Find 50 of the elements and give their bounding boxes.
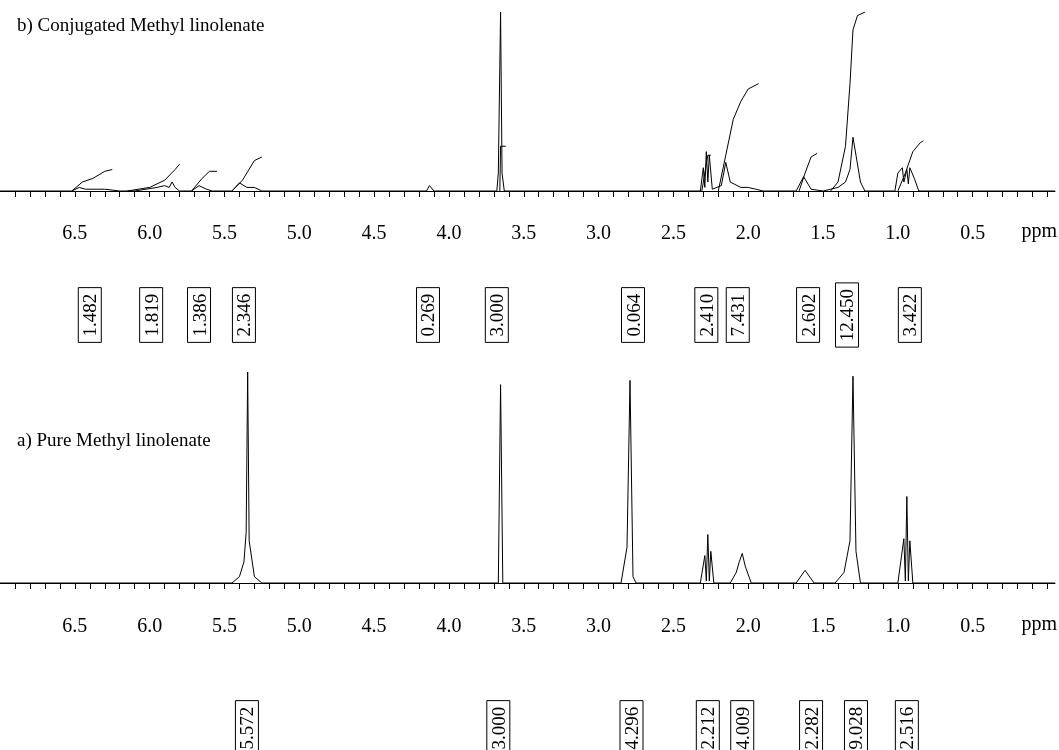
x-tick-label: 1.5 <box>810 614 836 636</box>
text: 1.819 <box>140 293 162 337</box>
x-tick-label: 1.5 <box>810 221 836 243</box>
text: 4.009 <box>731 706 753 750</box>
x-tick-label: 6.0 <box>137 614 163 636</box>
x-tick-label: 5.0 <box>286 614 312 636</box>
x-tick-label: 0.5 <box>960 221 986 243</box>
chart-title: b) Conjugated Methyl linolenate <box>17 14 265 36</box>
x-tick-label: 6.5 <box>62 221 88 243</box>
x-tick-label: 2.5 <box>660 614 686 636</box>
x-tick-label: 3.5 <box>511 614 537 636</box>
x-tick-label: 3.0 <box>586 614 612 636</box>
text: 9.028 <box>845 706 867 750</box>
x-axis-title: ppm <box>1021 612 1058 635</box>
x-tick-label: 2.0 <box>735 614 761 636</box>
x-tick-label: 4.0 <box>436 221 462 243</box>
x-tick-label: 4.5 <box>361 614 387 636</box>
text: 2.516 <box>896 706 918 750</box>
text: 3.000 <box>487 706 509 750</box>
x-tick-label: 6.5 <box>62 614 88 636</box>
x-tick-label: 2.5 <box>660 221 686 243</box>
text: 2.212 <box>697 706 719 750</box>
text: 1.386 <box>188 293 210 337</box>
text: 5.572 <box>236 706 258 750</box>
x-tick-label: 4.0 <box>436 614 462 636</box>
text: 4.296 <box>621 706 642 750</box>
x-tick-label: 3.0 <box>586 221 612 243</box>
text: 0.064 <box>622 293 644 337</box>
x-tick-label: 2.0 <box>735 221 761 243</box>
text: 2.410 <box>695 293 717 337</box>
text: a) Pure Methyl linolenate <box>17 429 211 451</box>
x-tick-label: 3.5 <box>511 221 537 243</box>
text: 1.482 <box>79 293 101 337</box>
x-tick-label: 5.5 <box>211 614 237 636</box>
text: 2.282 <box>800 706 822 750</box>
x-tick-label: 1.0 <box>885 614 911 636</box>
text: 2.602 <box>797 293 819 337</box>
x-tick-label: 5.5 <box>211 221 237 243</box>
x-tick-label: 5.0 <box>286 221 312 243</box>
text: 3.422 <box>899 293 921 337</box>
x-tick-label: 4.5 <box>361 221 387 243</box>
x-tick-label: 1.0 <box>885 221 911 243</box>
text: 12.450 <box>836 288 858 342</box>
x-tick-label: 6.0 <box>137 221 163 243</box>
text: 3.000 <box>486 293 508 337</box>
text: 2.346 <box>233 293 255 337</box>
x-tick-label: 0.5 <box>960 614 986 636</box>
text: 7.431 <box>727 293 749 337</box>
x-axis-title: ppm <box>1021 219 1058 242</box>
text: 0.269 <box>417 293 439 337</box>
